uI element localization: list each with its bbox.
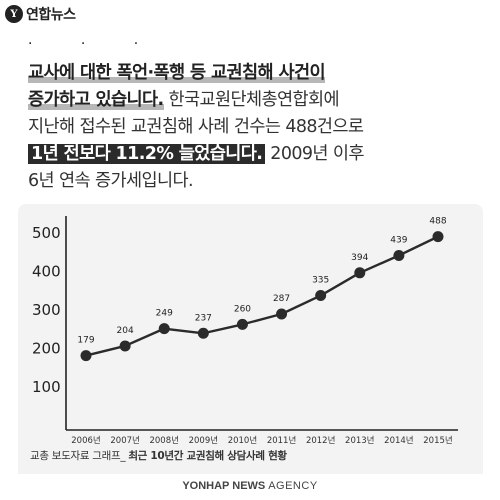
data-point [432, 231, 444, 243]
series-line [85, 235, 439, 357]
caption-main: 최근 10년간 교권침해 상담사례 현황 [128, 450, 287, 462]
headline-line-2: 증가하고 있습니다. [28, 90, 164, 110]
text-line-5: 6년 연속 증가세입니다. [28, 171, 194, 191]
x-tick-label: 2010년 [228, 435, 257, 446]
data-label: 179 [77, 336, 94, 346]
yonhap-logo: Y 연합뉴스 [5, 4, 76, 24]
x-tick-label: 2007년 [110, 435, 139, 446]
data-point [236, 318, 248, 330]
agency-suffix: AGENCY [265, 480, 318, 492]
caption-prefix: 교총 보도자료 그래프_ [30, 450, 129, 462]
x-tick-label: 2013년 [345, 435, 374, 446]
agency-footer: YONHAP NEWS AGENCY [0, 480, 500, 492]
y-tick-label: 100 [32, 378, 61, 396]
text-line-3: 지난해 접수된 교권침해 사례 건수는 488건으로 [28, 117, 364, 137]
logo-text: 연합뉴스 [26, 7, 76, 23]
y-tick-label: 300 [32, 301, 61, 319]
chart-panel: 100 200 300 400 500 2006년 2007년 2008년 2009년 2010년… [18, 204, 483, 474]
agency-name: YONHAP NEWS [182, 480, 266, 492]
x-tick-label: 2015년 [423, 435, 452, 446]
x-tick-label: 2014년 [384, 435, 413, 446]
decorative-dots: · · · [28, 36, 161, 52]
headline-line-1: 교사에 대한 폭언·폭행 등 교권침해 사건이 [28, 63, 326, 83]
data-label: 260 [234, 304, 251, 314]
highlight-box: 1년 전보다 11.2% 늘었습니다. [28, 144, 266, 164]
data-label: 287 [273, 294, 290, 304]
data-point [393, 249, 405, 261]
data-label: 335 [312, 276, 329, 286]
data-point [119, 340, 131, 352]
data-label: 394 [351, 253, 368, 263]
data-point [158, 323, 170, 335]
data-label: 488 [429, 217, 446, 227]
y-tick-label: 500 [32, 224, 61, 242]
text-line-4-rest: 2009년 이후 [265, 144, 364, 164]
x-tick-label: 2009년 [189, 435, 218, 446]
x-tick-label: 2008년 [149, 435, 178, 446]
data-point [354, 267, 366, 279]
data-label: 249 [156, 309, 173, 319]
data-label: 237 [195, 313, 212, 323]
data-point [315, 290, 327, 302]
line-chart: 100 200 300 400 500 2006년 2007년 2008년 2009년 2010년… [32, 216, 458, 446]
yonhap-logo-icon: Y [5, 5, 23, 23]
data-point [276, 308, 288, 320]
text-line-2-rest: 한국교원단체총연합회에 [163, 90, 340, 110]
y-tick-label: 400 [32, 263, 61, 281]
y-tick-label: 200 [32, 340, 61, 358]
data-point [197, 327, 209, 339]
x-tick-label: 2011년 [267, 435, 296, 446]
data-label: 439 [390, 235, 407, 245]
data-label: 204 [117, 326, 134, 336]
article-text: 교사에 대한 폭언·폭행 등 교권침해 사건이 증가하고 있습니다. 한국교원단… [28, 60, 478, 195]
x-tick-label: 2006년 [71, 435, 100, 446]
x-tick-label: 2012년 [306, 435, 335, 446]
data-point [80, 350, 92, 362]
chart-caption: 교총 보도자료 그래프_ 최근 10년간 교권침해 상담사례 현황 [30, 448, 287, 463]
